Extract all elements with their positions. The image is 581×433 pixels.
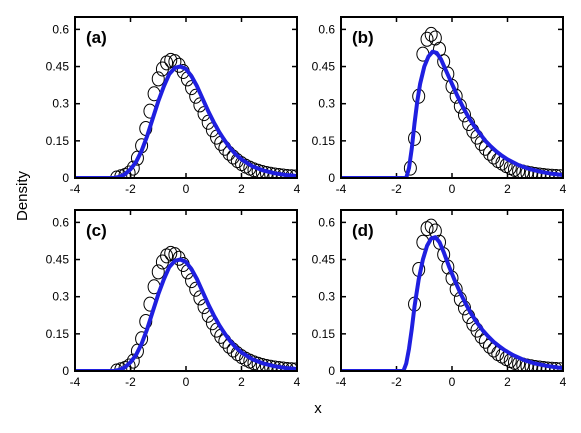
panel-a: -4 -2 0 2 4 0 0.15 0.3 0.45 0.6 (a) [46,16,301,196]
x-tick-label: -4 [336,375,347,389]
panel-label: (d) [352,221,374,240]
x-tick-label: 0 [183,182,190,196]
y-tick-label: 0.6 [52,22,69,36]
y-tick-label: 0.45 [46,253,70,267]
data-point-marker [541,361,555,371]
x-tick-label: 4 [560,375,567,389]
data-point-marker [420,31,434,47]
panels-group: -4 -2 0 2 4 0 0.15 0.3 0.45 0.6 (a) -4 -2 0 2 4 0 0.15 0.3… [46,16,567,389]
y-tick-label: 0.45 [312,60,336,74]
y-tick-label: 0.45 [312,253,336,267]
data-point-marker [553,169,563,178]
panel-label: (c) [86,221,107,240]
x-tick-label: -4 [70,182,81,196]
y-axis-label: Density [14,170,31,221]
y-tick-label: 0.3 [52,97,69,111]
x-tick-label: 2 [504,182,511,196]
x-tick-label: 2 [238,182,245,196]
panel-frame [340,209,564,372]
x-tick-label: 4 [560,182,567,196]
panel-frame [74,209,298,372]
y-tick-label: 0 [328,171,335,185]
y-tick-label: 0.45 [46,60,70,74]
x-tick-label: 2 [238,375,245,389]
plot-area [341,218,563,371]
x-tick-label: 4 [294,182,301,196]
panel-label: (a) [86,28,107,47]
y-tick-label: 0 [328,364,335,378]
y-tick-label: 0.3 [318,97,335,111]
data-point-marker [424,26,438,42]
data-point-marker [524,166,538,178]
data-point-marker [126,353,140,369]
x-tick-label: 0 [183,375,190,389]
data-point-marker [532,167,546,178]
x-tick-label: -2 [125,182,136,196]
data-point-marker [537,361,551,371]
x-tick-label: 4 [294,375,301,389]
data-point-marker [428,30,442,46]
y-tick-label: 0.3 [318,290,335,304]
y-tick-label: 0.15 [46,327,70,341]
y-tick-label: 0 [62,364,69,378]
data-point-marker [126,160,140,176]
data-point-marker [524,359,538,371]
y-tick-label: 0.6 [318,22,335,36]
data-point-marker [532,360,546,371]
x-tick-label: -2 [391,182,402,196]
x-tick-label: 0 [449,182,456,196]
y-tick-label: 0 [62,171,69,185]
y-tick-label: 0.15 [312,327,336,341]
x-tick-label: -2 [125,375,136,389]
panel-frame [340,16,564,179]
data-point-marker [151,264,165,280]
x-axis-label: x [314,400,322,417]
y-tick-label: 0.6 [52,215,69,229]
x-tick-label: 0 [449,375,456,389]
x-tick-label: -4 [336,182,347,196]
y-tick-label: 0.3 [52,290,69,304]
plot-area [341,26,563,178]
y-tick-label: 0.15 [46,134,70,148]
x-tick-label: 2 [504,375,511,389]
fitted-density-curve [341,49,563,178]
data-point-marker [528,167,542,178]
fitted-density-curve [341,235,563,371]
y-tick-label: 0.15 [312,134,336,148]
data-point-marker [553,362,563,371]
data-point-marker [151,71,165,87]
panel-d: -4 -2 0 2 4 0 0.15 0.3 0.45 0.6 (d) [312,209,567,389]
panel-label: (b) [352,28,374,47]
data-point-marker [537,168,551,178]
plot-area [75,52,297,178]
data-point-marker [528,360,542,371]
panel-frame [74,16,298,179]
panel-b: -4 -2 0 2 4 0 0.15 0.3 0.45 0.6 (b) [312,16,567,196]
fitted-density-curve [75,64,297,178]
y-tick-label: 0.6 [318,215,335,229]
data-point-marker [424,218,438,234]
x-tick-label: -4 [70,375,81,389]
x-tick-label: -2 [391,375,402,389]
fitted-density-curve [75,257,297,371]
plot-area [75,245,297,371]
data-point-marker [541,168,555,178]
panel-c: -4 -2 0 2 4 0 0.15 0.3 0.45 0.6 (c) [46,209,301,389]
